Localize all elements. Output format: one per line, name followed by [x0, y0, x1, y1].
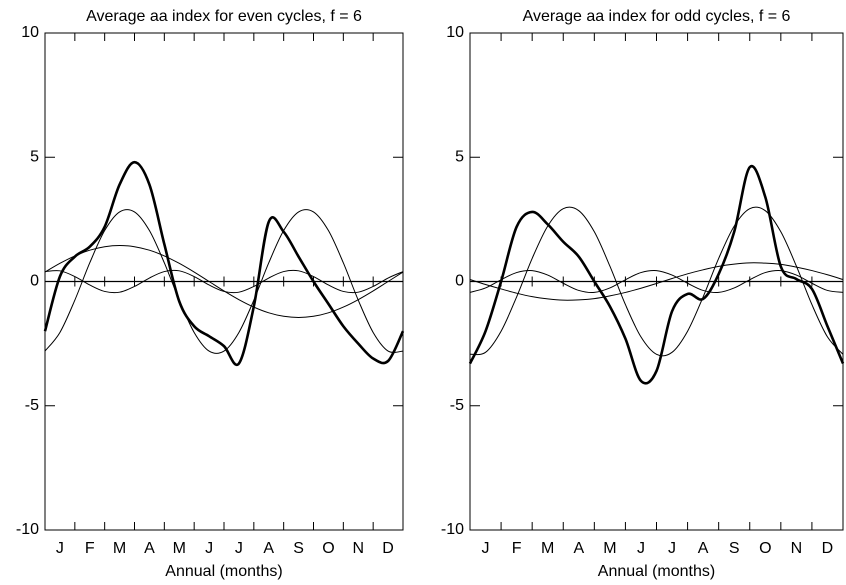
x-tick-label: A [263, 540, 274, 557]
x-tick-label: N [791, 540, 803, 557]
x-tick-label: S [293, 540, 304, 557]
plot-frame [44, 32, 404, 531]
x-tick-label: A [698, 540, 709, 557]
y-tick-label: -10 [16, 521, 39, 538]
x-tick-label: F [512, 540, 522, 557]
x-axis-label: Annual (months) [598, 563, 715, 580]
x-tick-label: M [603, 540, 616, 557]
x-tick-label: J [668, 540, 676, 557]
y-tick-label: -5 [25, 397, 39, 414]
chart-title: Average aa index for even cycles, f = 6 [86, 8, 362, 25]
x-tick-label: O [759, 540, 771, 557]
y-tick-label: 5 [30, 148, 39, 165]
chart-title: Average aa index for odd cycles, f = 6 [523, 8, 791, 25]
x-tick-label: J [482, 540, 490, 557]
x-tick-label: S [729, 540, 740, 557]
y-tick-label: 0 [455, 273, 464, 290]
data-line [44, 269, 404, 294]
x-tick-label: D [822, 540, 834, 557]
x-tick-label: F [85, 540, 95, 557]
x-tick-label: D [382, 540, 394, 557]
y-tick-label: 10 [446, 24, 464, 41]
y-tick-label: 5 [455, 148, 464, 165]
x-tick-label: A [573, 540, 584, 557]
x-tick-label: J [56, 540, 64, 557]
y-tick-label: 0 [30, 273, 39, 290]
data-line [43, 160, 405, 367]
x-tick-label: A [144, 540, 155, 557]
x-tick-label: J [205, 540, 213, 557]
data-line [468, 164, 845, 385]
x-tick-label: J [235, 540, 243, 557]
x-tick-label: M [541, 540, 554, 557]
x-tick-label: J [637, 540, 645, 557]
y-tick-label: -10 [441, 521, 464, 538]
x-tick-label: M [113, 540, 126, 557]
x-tick-label: M [173, 540, 186, 557]
x-tick-label: N [352, 540, 364, 557]
data-line [469, 269, 844, 294]
data-line [44, 209, 404, 354]
plot-frame [469, 32, 844, 531]
y-tick-label: 10 [21, 24, 39, 41]
x-tick-label: O [322, 540, 334, 557]
x-axis-label: Annual (months) [165, 563, 282, 580]
data-line [469, 206, 844, 357]
y-tick-label: -5 [450, 397, 464, 414]
